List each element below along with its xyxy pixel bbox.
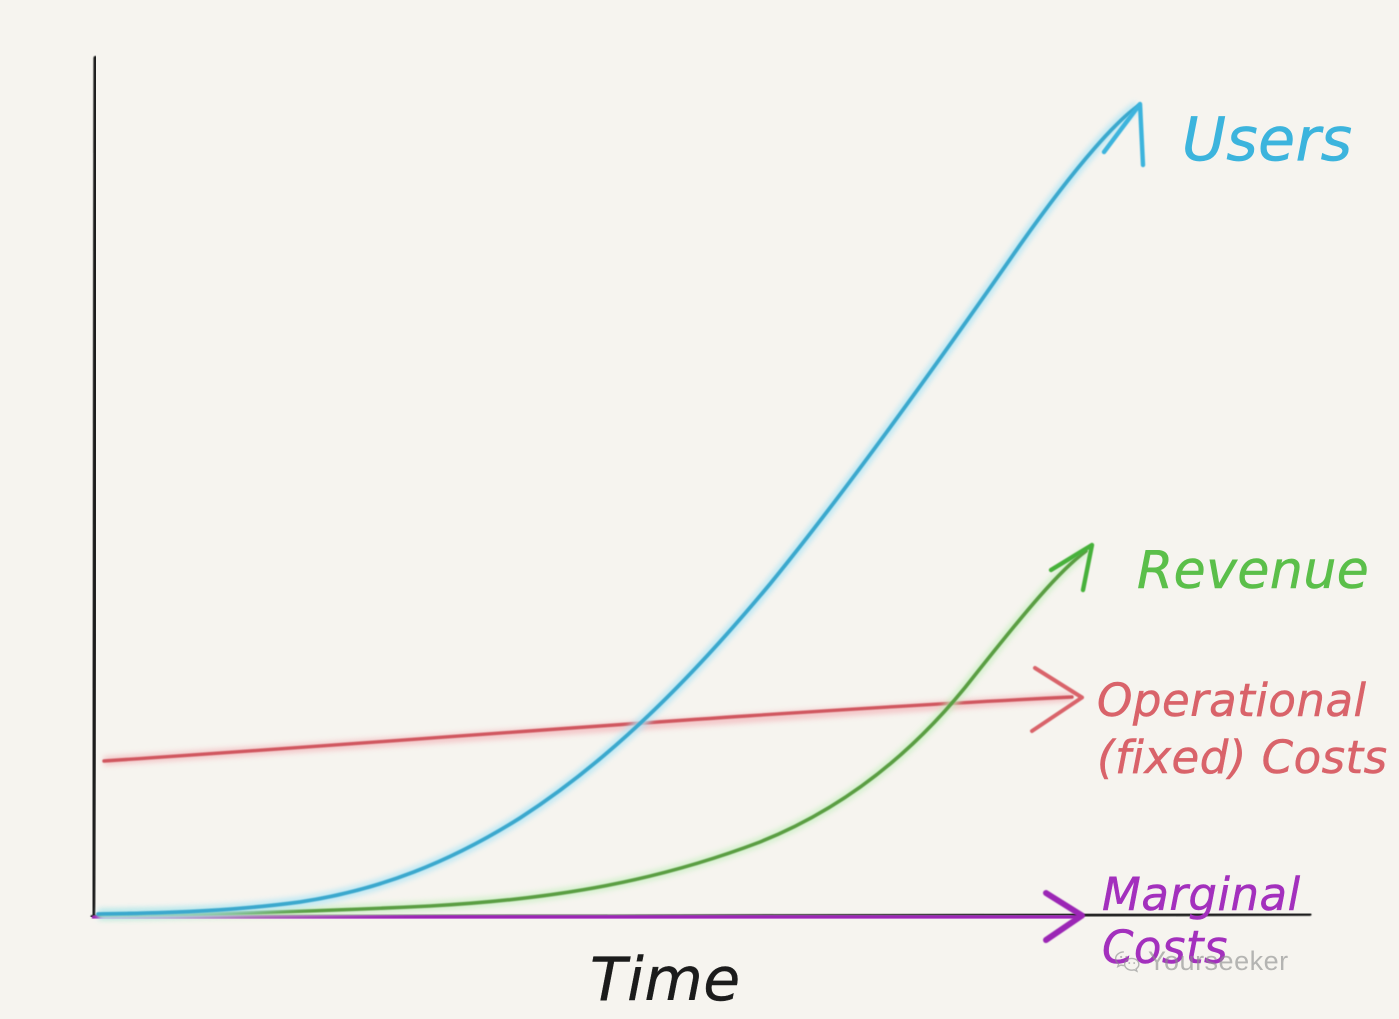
label-marginal-costs-line2: Costs [1102,921,1228,974]
revenue-line [98,549,1088,917]
label-revenue: Revenue [1137,541,1369,601]
series-users [96,101,1146,920]
y-axis-line [91,55,98,919]
marginal-costs-arrowhead [1043,890,1085,943]
revenue-arrowhead [1048,542,1095,593]
watermark-text: Yourseeker [1148,946,1289,976]
marginal-costs-line [91,912,1078,922]
users-arrowhead [1101,101,1146,168]
label-operational-costs-line2: (fixed) Costs [1097,731,1388,784]
series-revenue [98,542,1095,920]
label-marginal-costs-line1: Marginal [1102,868,1301,921]
operational-costs-line [102,695,1074,763]
label-operational-costs-line1: Operational [1097,674,1367,727]
wechat-icon [1114,950,1140,973]
label-x-axis-time: Time [590,945,741,1015]
watermark: Yourseeker [1113,946,1289,977]
users-line [96,104,1140,916]
series-operational-costs [102,666,1084,766]
label-users: Users [1182,105,1353,175]
series-marginal-costs [91,890,1085,943]
operational-costs-arrowhead [1030,666,1084,733]
